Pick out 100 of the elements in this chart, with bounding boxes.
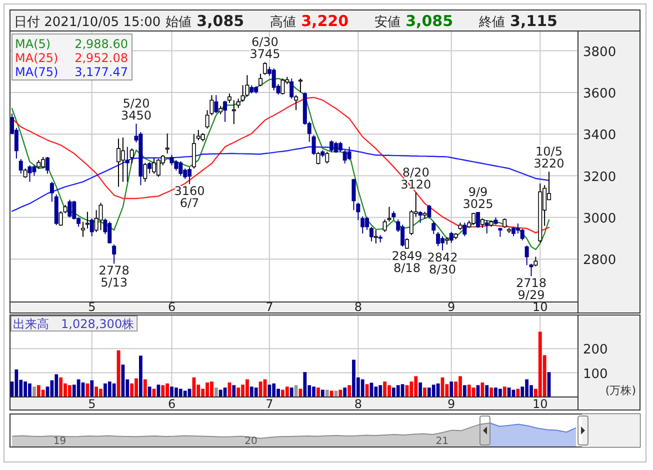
candlestick xyxy=(18,158,23,174)
candlestick xyxy=(85,211,90,229)
bar xyxy=(418,382,422,397)
annotation: 2,952.08 xyxy=(74,51,128,65)
annotation: 9/9 3025 xyxy=(462,185,494,212)
bar xyxy=(348,385,351,397)
candlestick xyxy=(347,146,352,161)
bar xyxy=(360,379,364,397)
candlestick xyxy=(418,210,422,224)
x-tick-label: 20 xyxy=(244,436,258,447)
x-tick-label: 10 xyxy=(532,300,548,314)
bar xyxy=(183,390,187,397)
candlestick xyxy=(50,181,54,202)
text: 高値 xyxy=(270,14,296,30)
candlestick xyxy=(236,98,240,109)
bar xyxy=(485,385,489,397)
y-tick-label: 3200 xyxy=(583,170,616,185)
candlestick xyxy=(352,178,356,211)
candlestick xyxy=(258,73,263,87)
y-tick-label: 3400 xyxy=(583,128,616,144)
bar xyxy=(285,386,289,397)
bar xyxy=(472,388,476,397)
x-tick-label: 9 xyxy=(448,397,456,411)
x-tick-label: 19 xyxy=(53,436,66,447)
bar xyxy=(94,386,98,397)
candlestick xyxy=(436,232,440,247)
x-tick-label: 7 xyxy=(266,397,274,411)
text: MA(5) xyxy=(15,37,51,51)
x-tick-label: 10 xyxy=(532,397,548,411)
bar xyxy=(325,390,329,397)
x-tick-label: 6 xyxy=(168,397,176,411)
candlestick xyxy=(280,78,285,96)
x-tick-label: 21 xyxy=(436,436,449,447)
bar xyxy=(148,386,152,397)
bar xyxy=(432,384,436,397)
candlestick xyxy=(58,210,63,226)
x-tick-label: 5 xyxy=(88,397,96,411)
bar xyxy=(254,388,258,397)
y-tick-label: 2800 xyxy=(583,253,616,268)
bar xyxy=(161,385,165,397)
candlestick xyxy=(316,151,320,165)
candlestick xyxy=(120,136,125,182)
candlestick xyxy=(484,220,489,234)
y-tick-label: 3000 xyxy=(583,211,616,226)
bar xyxy=(462,385,466,397)
candlestick xyxy=(148,162,152,174)
text: MA(25) xyxy=(15,51,58,65)
x-tick-label: 6 xyxy=(168,300,176,314)
candlestick xyxy=(325,151,330,164)
bar xyxy=(143,379,147,397)
x-tick-label: 5 xyxy=(88,300,96,314)
bar xyxy=(396,385,400,397)
candlestick xyxy=(462,222,467,237)
candlestick xyxy=(227,92,232,104)
candlestick xyxy=(502,218,507,228)
y-tick-label: 100 xyxy=(583,366,608,382)
bar xyxy=(232,385,236,397)
annotation: 2842 8/30 xyxy=(427,250,458,276)
bar xyxy=(218,390,222,397)
bar xyxy=(290,388,294,397)
candlestick xyxy=(165,132,170,154)
candlestick xyxy=(112,244,116,264)
x-tick-label: 9 xyxy=(448,300,456,314)
y-tick-label: 3800 xyxy=(583,44,616,60)
annotation: 3,177.47 xyxy=(74,65,128,79)
candlestick xyxy=(449,232,454,244)
text: MA(75) xyxy=(15,65,58,79)
bar xyxy=(90,380,94,397)
candlestick xyxy=(32,164,36,176)
bar xyxy=(316,388,320,397)
candlestick xyxy=(23,168,28,178)
candlestick xyxy=(98,202,103,231)
candlestick xyxy=(294,94,298,111)
text: 3,115 xyxy=(510,12,558,30)
bar xyxy=(86,383,90,397)
candlestick xyxy=(440,236,444,251)
bar xyxy=(423,388,426,397)
candlestick xyxy=(90,218,94,237)
candlestick xyxy=(312,134,316,156)
candlestick xyxy=(81,221,86,238)
bar xyxy=(303,372,307,397)
bar xyxy=(343,388,347,397)
candlestick xyxy=(382,219,387,233)
candlestick xyxy=(68,199,72,218)
candlestick xyxy=(524,245,529,266)
bar xyxy=(450,382,454,397)
candlestick xyxy=(130,148,134,164)
candlestick xyxy=(374,230,378,244)
candlestick xyxy=(290,78,294,100)
bar xyxy=(68,385,72,397)
bar xyxy=(490,388,494,397)
text: 3,220 xyxy=(301,12,349,30)
text: 終値 xyxy=(478,15,506,30)
annotation: 2849 8/18 xyxy=(392,248,422,275)
candlestick xyxy=(28,164,32,182)
candlestick xyxy=(214,94,218,114)
candlestick xyxy=(330,140,334,152)
bar xyxy=(139,356,142,397)
candlestick xyxy=(534,256,538,267)
text: 3,085 xyxy=(196,12,244,30)
